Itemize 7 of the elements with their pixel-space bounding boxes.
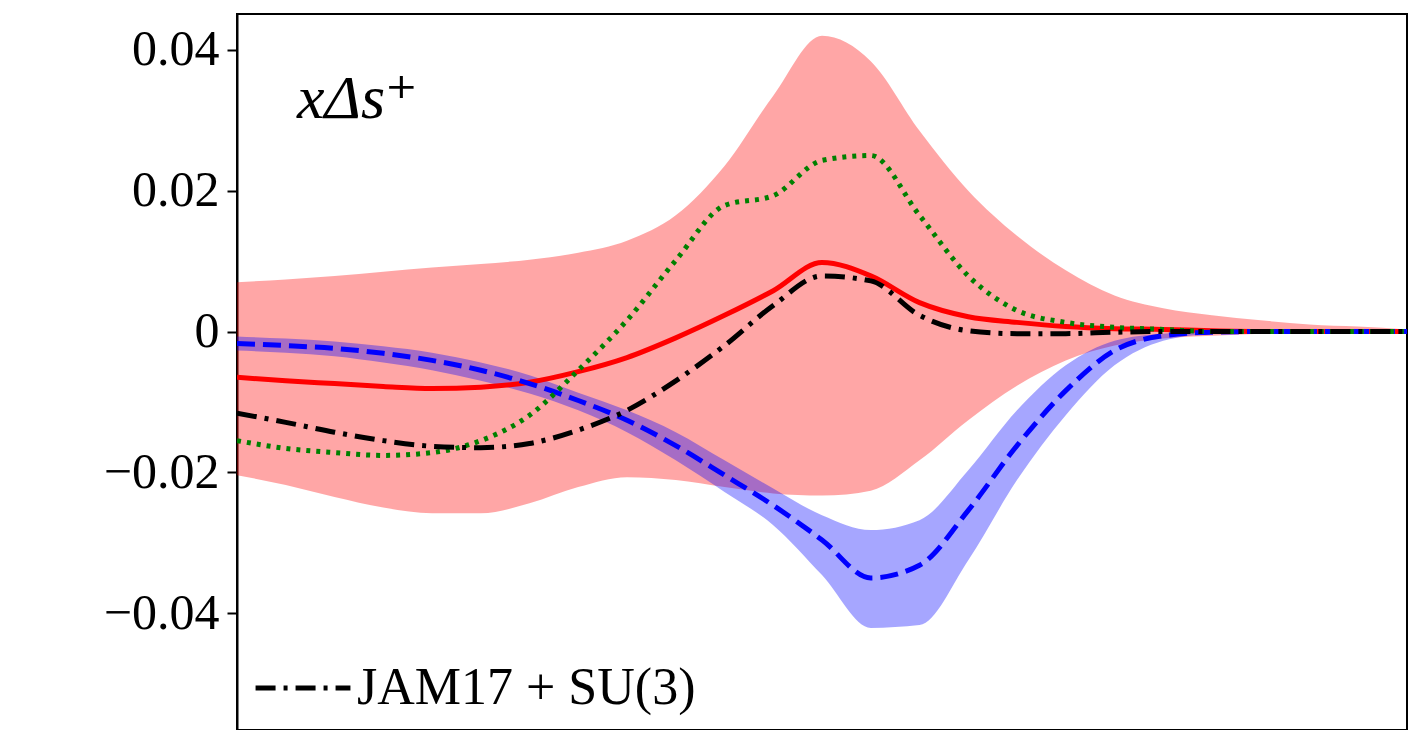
legend-label: JAM17 + SU(3) [357, 658, 696, 716]
y-tick-label: −0.02 [103, 442, 220, 499]
y-tick-label: 0.04 [132, 20, 220, 77]
annotation: xΔs⁺ [296, 63, 418, 131]
y-tick-label: −0.04 [103, 583, 220, 640]
y-tick-label: 0 [194, 302, 220, 359]
y-tick-label: 0.02 [132, 161, 220, 218]
